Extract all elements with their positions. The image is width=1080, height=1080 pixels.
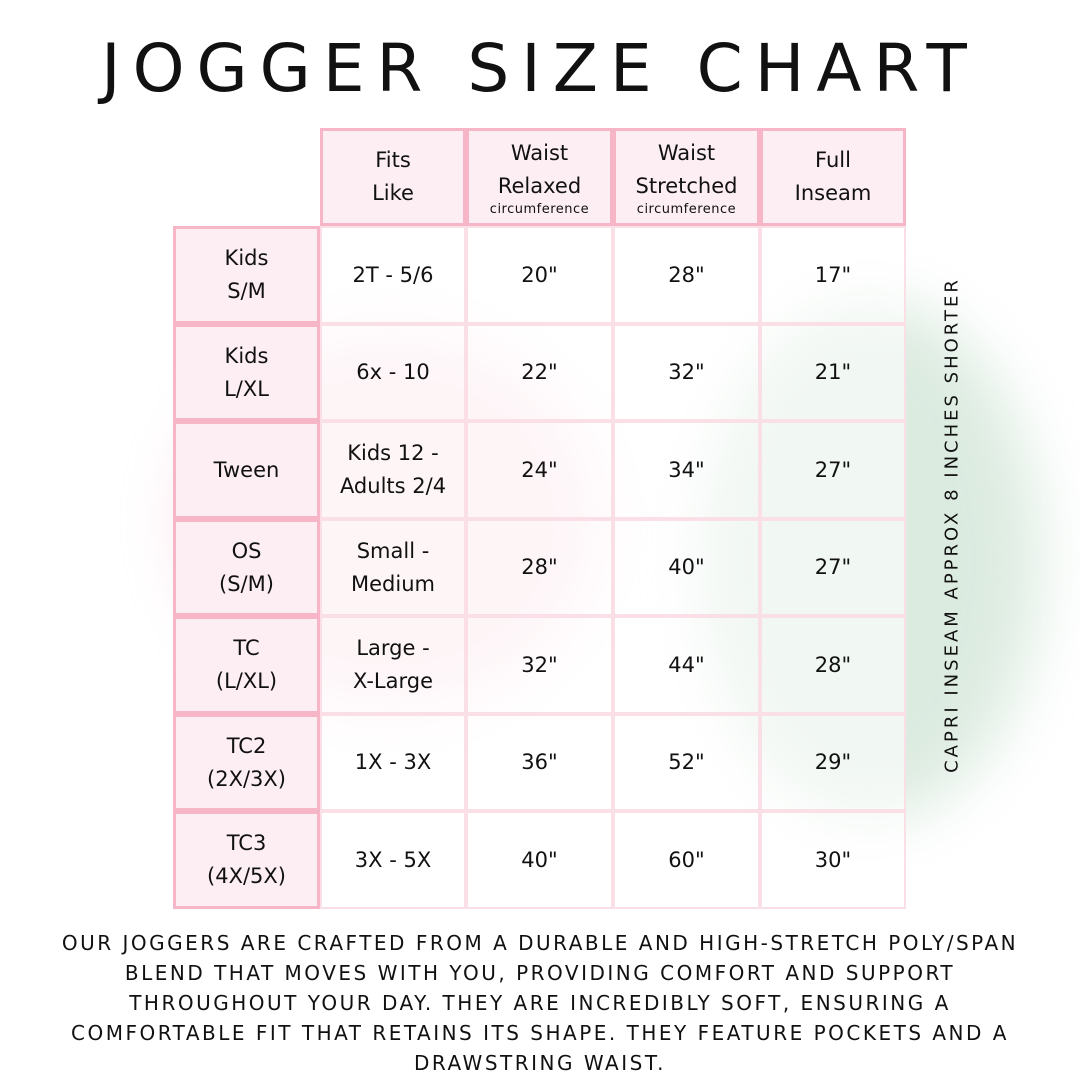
table-cell-fits: Small - Medium xyxy=(320,519,466,616)
table-cell-relaxed: 32" xyxy=(466,616,613,714)
table-cell-inseam: 28" xyxy=(760,616,906,714)
header-sublabel: circumference xyxy=(636,202,737,217)
header-label: Waist Relaxed xyxy=(497,141,582,198)
column-header: Waist Relaxed circumference xyxy=(466,128,613,226)
table-cell-relaxed: 22" xyxy=(466,324,613,421)
table-cell-inseam: 21" xyxy=(760,324,906,421)
header-label: Fits Like xyxy=(372,148,414,205)
table-cell-stretched: 44" xyxy=(613,616,760,714)
table-cell-inseam: 29" xyxy=(760,714,906,811)
table-cell-fits: 1X - 3X xyxy=(320,714,466,811)
table-cell-stretched: 32" xyxy=(613,324,760,421)
table-cell-fits: 6x - 10 xyxy=(320,324,466,421)
row-header: Tween xyxy=(173,421,320,519)
table-cell-inseam: 17" xyxy=(760,226,906,324)
row-header: Kids L/XL xyxy=(173,324,320,421)
table-cell-stretched: 28" xyxy=(613,226,760,324)
capri-note: CAPRI INSEAM APPROX 8 INCHES SHORTER xyxy=(941,277,963,773)
page-title: JOGGER SIZE CHART xyxy=(101,30,979,107)
table-cell-inseam: 30" xyxy=(760,811,906,909)
table-cell-relaxed: 40" xyxy=(466,811,613,909)
column-header: Fits Like xyxy=(320,128,466,226)
table-cell-fits: 2T - 5/6 xyxy=(320,226,466,324)
table-cell-fits: Kids 12 - Adults 2/4 xyxy=(320,421,466,519)
row-header: TC2 (2X/3X) xyxy=(173,714,320,811)
table-cell-fits: Large - X-Large xyxy=(320,616,466,714)
column-header: Waist Stretched circumference xyxy=(613,128,760,226)
table-cell-relaxed: 20" xyxy=(466,226,613,324)
header-label: Full Inseam xyxy=(794,148,872,205)
table-cell-relaxed: 28" xyxy=(466,519,613,616)
row-header: Kids S/M xyxy=(173,226,320,324)
row-header: TC (L/XL) xyxy=(173,616,320,714)
table-cell-inseam: 27" xyxy=(760,421,906,519)
row-header: TC3 (4X/5X) xyxy=(173,811,320,909)
column-header: Full Inseam xyxy=(760,128,906,226)
table-cell-relaxed: 36" xyxy=(466,714,613,811)
header-sublabel: circumference xyxy=(489,202,590,217)
table-cell-fits: 3X - 5X xyxy=(320,811,466,909)
table-cell-relaxed: 24" xyxy=(466,421,613,519)
table-cell-stretched: 40" xyxy=(613,519,760,616)
row-header: OS (S/M) xyxy=(173,519,320,616)
table-cell-stretched: 52" xyxy=(613,714,760,811)
table-cell-stretched: 60" xyxy=(613,811,760,909)
header-label: Waist Stretched xyxy=(635,141,738,198)
table-cell-inseam: 27" xyxy=(760,519,906,616)
table-cell-stretched: 34" xyxy=(613,421,760,519)
description: Our joggers are crafted from a durable a… xyxy=(61,931,1019,1075)
